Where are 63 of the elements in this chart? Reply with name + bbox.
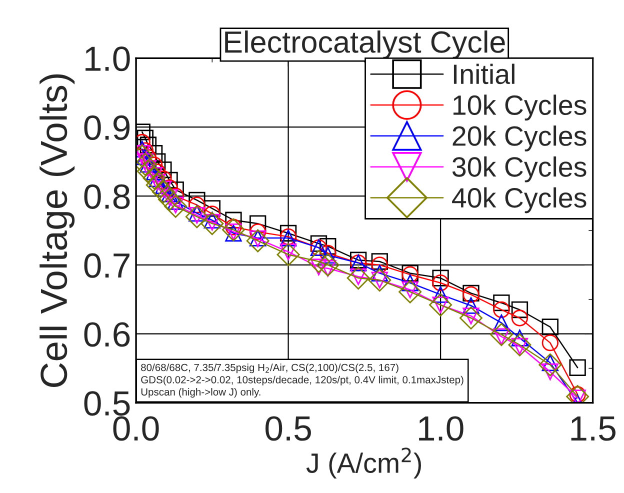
point (432, 270, 449, 286)
point (511, 301, 528, 318)
x-tick-label: 1.5 (571, 416, 616, 441)
point (432, 274, 449, 292)
point (346, 266, 370, 290)
point (307, 250, 330, 273)
y-tick-label: 1.0 (86, 46, 130, 72)
point (152, 180, 175, 204)
legend-label: 40k Cycles (452, 187, 586, 214)
point (280, 224, 297, 242)
legend-label: 20k Cycles (452, 126, 586, 152)
point (429, 293, 452, 316)
x-tick-label: 0.5 (266, 416, 311, 441)
point (185, 205, 208, 228)
point (493, 301, 510, 318)
point (225, 212, 242, 228)
point (250, 224, 266, 240)
y-tick-label: 0.6 (84, 322, 130, 347)
point (316, 253, 340, 276)
point (371, 253, 388, 270)
point (569, 359, 586, 376)
point (142, 166, 166, 190)
point (136, 160, 160, 183)
legend-label: Initial (454, 64, 514, 84)
point (371, 256, 388, 274)
point (398, 280, 422, 304)
y-tick-label: 0.7 (84, 253, 130, 278)
y-axis-title: Cell Voltage (Volts) (40, 74, 75, 387)
point (222, 218, 245, 242)
point (204, 206, 220, 222)
point (511, 310, 528, 326)
point (368, 268, 392, 292)
legend-label: 30k Cycles (452, 156, 586, 182)
point (164, 194, 188, 218)
x-tick-label: 1.0 (419, 416, 464, 441)
point (542, 318, 558, 336)
y-tick-label: 0.9 (84, 115, 130, 140)
point (146, 173, 169, 196)
point (246, 229, 270, 252)
point (460, 306, 482, 330)
point (350, 252, 367, 268)
point (542, 334, 558, 352)
point (188, 196, 206, 214)
point (493, 294, 510, 312)
point (140, 136, 157, 154)
point (432, 286, 449, 303)
chart-title: Electrocatalyst Cycle (225, 30, 505, 59)
legend-label: 10k Cycles (454, 94, 586, 121)
x-tick-label: 0.0 (113, 416, 159, 441)
x-axis-title: J (A/cm$^{2}$) (306, 448, 421, 478)
point (538, 353, 562, 376)
point (493, 314, 510, 332)
point (402, 274, 418, 292)
point (276, 243, 300, 266)
point (161, 172, 178, 188)
y-tick-label: 0.5 (84, 391, 130, 416)
y-tick-label: 0.8 (84, 184, 130, 209)
annotation: 80/68/68C, 7.35/7.35psig H$_{2}$/Air, CS(2,100)/CS(2.5, 167) GDS(0.02->2->0.02, 10steps/decade, 120s/pt, 0.4V limit, 0.1maxJstep) Upscan (high->low J) only. (141, 364, 464, 398)
point (200, 212, 224, 236)
point (462, 297, 480, 314)
point (508, 333, 532, 356)
point (490, 323, 513, 346)
point (158, 188, 182, 211)
